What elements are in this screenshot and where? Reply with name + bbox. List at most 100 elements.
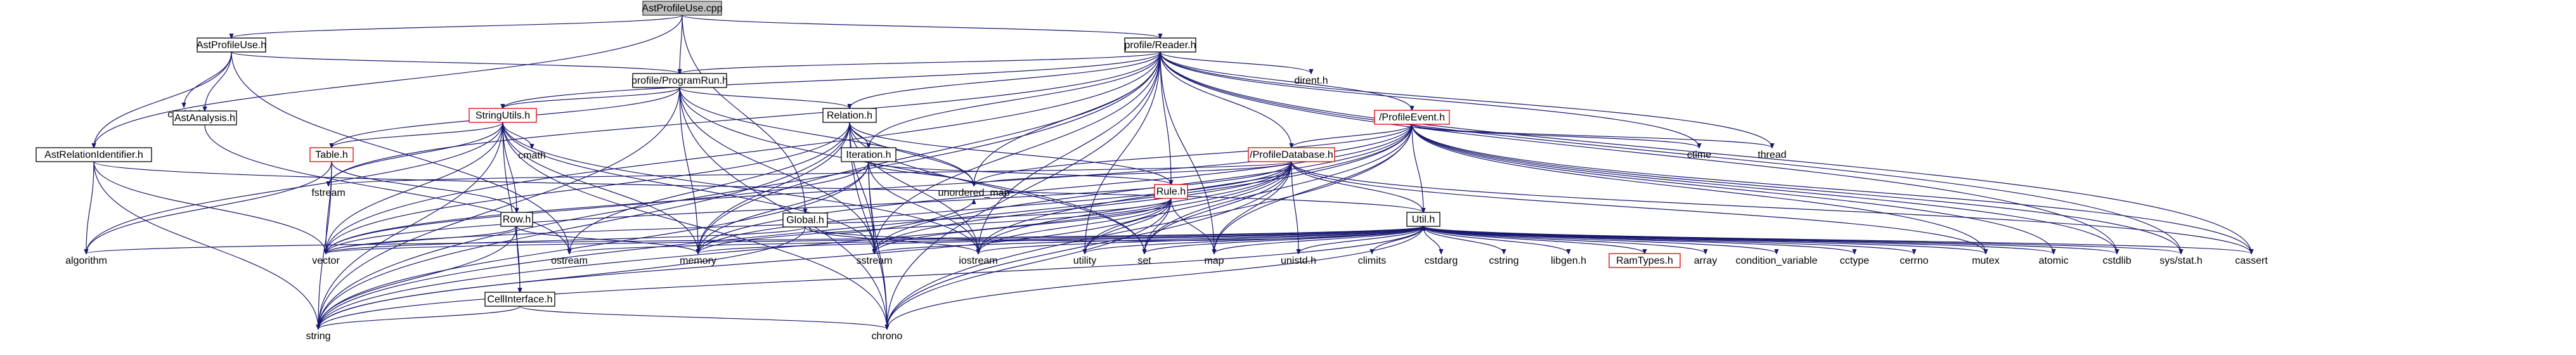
edge-reader-to-cstdlib	[1160, 51, 2117, 254]
edge-profiledb-to-fstream	[328, 161, 1292, 186]
node-apu-h[interactable]: AstProfileUse.h	[197, 37, 266, 53]
edge-relation-to-set	[849, 122, 1144, 254]
edge-relation-to-sstream	[849, 122, 874, 254]
node-util[interactable]: Util.h	[1406, 212, 1440, 227]
edge-stringutils-to-memory	[502, 122, 698, 254]
node-label-profiledb: /ProfileDatabase.h	[1250, 150, 1333, 160]
node-label-set: set	[1137, 255, 1151, 266]
node-label-ctime: ctime	[1687, 150, 1711, 160]
edge-rule-to-utility	[1085, 198, 1172, 254]
edge-relation-to-string	[318, 122, 850, 329]
edge-iteration-to-unordered-map	[868, 161, 974, 186]
node-label-reader: profile/Reader.h	[1125, 40, 1196, 51]
node-box-cellinterface	[484, 292, 555, 307]
edge-global-to-unordered-map	[808, 200, 974, 234]
edge-rule-to-sstream	[874, 198, 1172, 254]
edge-rule-to-map	[1170, 198, 1214, 254]
node-profiledb[interactable]: /ProfileDatabase.h	[1248, 147, 1335, 162]
edge-reader-to-chrono	[887, 51, 1161, 329]
edge-reader-to-unordered-map	[974, 51, 1161, 186]
node-profileevent[interactable]: /ProfileEvent.h	[1374, 110, 1450, 125]
node-reader[interactable]: profile/Reader.h	[1124, 37, 1196, 53]
edge-util-to-cassert	[1423, 226, 2251, 254]
edge-profiledb-to-vector	[326, 161, 1292, 254]
edge-profileevent-to-profiledb	[1291, 124, 1413, 148]
edge-stringutils-to-string	[318, 122, 503, 329]
edge-util-to-chrono	[887, 226, 1424, 329]
node-box-astanalysis	[172, 110, 237, 126]
node-label-cellinterface: CellInterface.h	[487, 294, 552, 305]
node-label-string: string	[306, 331, 330, 342]
node-row[interactable]: Row.h	[500, 212, 533, 227]
node-global[interactable]: Global.h	[782, 212, 828, 228]
edge-relation-to-ostream	[569, 122, 850, 254]
edge-reader-to-map	[1160, 51, 1214, 254]
node-memory: memory	[680, 255, 716, 266]
node-box-stringutils	[469, 108, 537, 123]
edge-reader-to-cassert	[1160, 51, 2251, 254]
edge-profiledb-to-chrono	[887, 161, 1292, 329]
edge-reader-to-programrun	[680, 51, 1161, 74]
node-label-memory: memory	[680, 255, 716, 266]
node-cassert: cassert	[2235, 255, 2268, 266]
edge-util-to-vector	[326, 226, 1424, 254]
node-relation[interactable]: Relation.h	[822, 108, 877, 123]
edge-stringutils-to-cellinterface	[502, 122, 520, 292]
node-label-utility: utility	[1073, 255, 1096, 266]
edge-profileevent-to-unordered-map	[974, 124, 1413, 186]
node-label-dirent: dirent.h	[1294, 75, 1328, 86]
node-climits: climits	[1358, 255, 1386, 266]
node-label-unordered-map: unordered_map	[938, 188, 1010, 198]
node-rule[interactable]: Rule.h	[1154, 184, 1188, 199]
edge-profileevent-to-map	[1214, 124, 1413, 254]
node-ostream: ostream	[551, 255, 588, 266]
edge-astrel-to-string	[93, 161, 318, 329]
edge-programrun-to-sstream	[679, 87, 874, 254]
node-cstdlib: cstdlib	[2102, 255, 2131, 266]
edge-util-to-condvar	[1423, 226, 1777, 254]
node-label-map: map	[1204, 255, 1224, 266]
edge-apu-h-to-programrun	[231, 51, 680, 74]
node-label-atomic: atomic	[2038, 255, 2068, 266]
node-label-iostream: iostream	[959, 255, 997, 266]
node-astanalysis[interactable]: AstAnalysis.h	[172, 110, 237, 126]
node-cellinterface[interactable]: CellInterface.h	[484, 292, 555, 307]
edge-reader-to-iteration	[869, 51, 1161, 148]
node-layer: AstProfileUse.cpp AstProfileUse.h profile/…	[36, 1, 2268, 342]
node-label-cstdlib: cstdlib	[2102, 255, 2131, 266]
edge-iteration-to-rule	[868, 161, 1171, 184]
node-box-rule	[1154, 184, 1188, 199]
node-libgen: libgen.h	[1551, 255, 1586, 266]
node-iteration[interactable]: Iteration.h	[841, 147, 896, 162]
node-astrel[interactable]: AstRelationIdentifier.h	[36, 147, 152, 162]
node-stringutils[interactable]: StringUtils.h	[469, 108, 537, 123]
edge-profileevent-to-atomic	[1411, 124, 2054, 254]
node-root[interactable]: AstProfileUse.cpp	[642, 1, 723, 16]
edge-apu-h-to-cstddef	[184, 51, 232, 107]
node-label-astrel: AstRelationIdentifier.h	[44, 150, 143, 160]
node-label-mutex: mutex	[1972, 255, 2000, 266]
edge-programrun-to-unordered-map	[679, 87, 974, 186]
edge-stringutils-to-row	[502, 122, 517, 212]
node-table[interactable]: Table.h	[309, 147, 354, 162]
edge-profileevent-to-set	[1144, 124, 1413, 254]
node-programrun[interactable]: profile/ProgramRun.h	[631, 73, 728, 88]
edge-root-to-astrel	[94, 15, 683, 148]
node-box-apu-h	[197, 37, 266, 53]
edge-layer	[86, 15, 2251, 329]
node-label-condvar: condition_variable	[1736, 255, 1818, 266]
node-box-programrun	[632, 73, 727, 88]
node-label-profileevent: /ProfileEvent.h	[1379, 112, 1445, 123]
edge-iteration-to-vector	[326, 161, 869, 254]
edge-util-to-cerrno	[1423, 226, 1914, 254]
node-atomic: atomic	[2038, 255, 2068, 266]
edge-profiledb-to-util	[1291, 161, 1423, 212]
edge-util-to-ostream	[569, 226, 1424, 254]
edge-programrun-to-set	[679, 87, 1144, 254]
node-label-unistd: unistd.h	[1281, 255, 1316, 266]
node-ramtypes[interactable]: RamTypes.h	[1608, 253, 1681, 268]
node-box-iteration	[841, 147, 896, 162]
node-label-libgen: libgen.h	[1551, 255, 1586, 266]
node-box-reader	[1124, 37, 1196, 53]
node-label-ramtypes: RamTypes.h	[1616, 255, 1673, 266]
